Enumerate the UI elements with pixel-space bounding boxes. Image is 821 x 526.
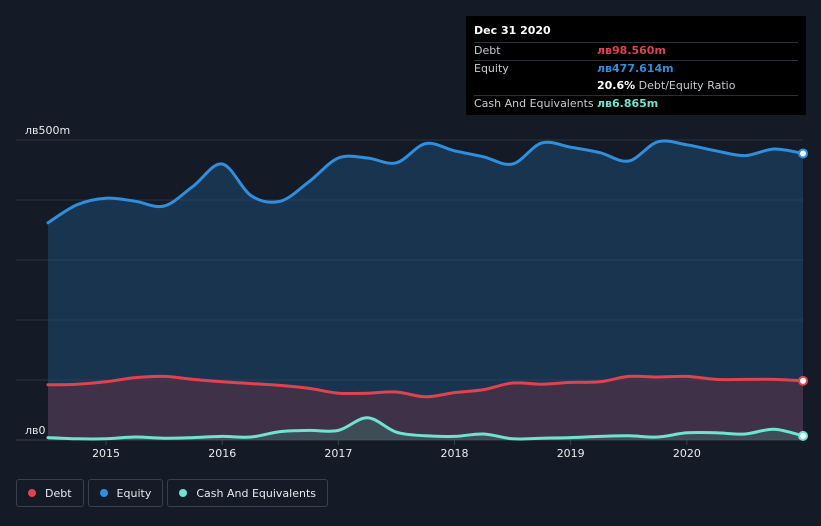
marker-debt (798, 375, 808, 386)
tooltip-value: лв98.560m (597, 44, 666, 57)
tooltip-panel: Dec 31 2020 Debt лв98.560m Equity лв477.… (466, 16, 806, 115)
tooltip-label: Cash And Equivalents (474, 96, 594, 110)
tooltip-label: Debt (474, 44, 501, 57)
x-tick-label: 2016 (208, 447, 236, 460)
tooltip-row-cash: Cash And Equivalents лв6.865m (474, 94, 798, 113)
y-axis: лв0 лв500m (25, 124, 70, 437)
x-tick-label: 2015 (92, 447, 120, 460)
tooltip-row-equity: Equity лв477.614m (474, 59, 798, 78)
tooltip-label: Equity (474, 61, 509, 75)
legend: Debt Equity Cash And Equivalents (16, 479, 328, 507)
x-tick-label: 2018 (441, 447, 469, 460)
x-axis: 2015 2016 2017 2018 2019 2020 (92, 440, 701, 460)
area-equity (48, 140, 803, 441)
area-debt (48, 376, 803, 440)
y-tick-label: лв500m (25, 124, 70, 137)
x-tick-label: 2020 (673, 447, 701, 460)
legend-item-equity[interactable]: Equity (87, 479, 164, 507)
grid-lines (16, 139, 803, 441)
tooltip-row-ratio: 20.6% Debt/Equity Ratio (474, 77, 798, 95)
series-lines (46, 139, 805, 441)
legend-label: Debt (45, 486, 72, 500)
legend-label: Equity (116, 486, 152, 500)
y-tick-label: лв0 (25, 424, 46, 437)
legend-item-debt[interactable]: Debt (16, 479, 84, 507)
legend-dot-icon (179, 489, 188, 497)
tooltip-value: лв477.614m (597, 61, 674, 75)
tooltip-date: Dec 31 2020 (474, 24, 551, 37)
series-end-markers (798, 148, 808, 441)
x-tick-label: 2017 (324, 447, 352, 460)
legend-dot-icon (28, 489, 36, 497)
marker-cash-and-equivalents (798, 430, 808, 441)
line-debt (46, 374, 805, 399)
line-equity (46, 139, 805, 225)
marker-equity (798, 148, 808, 159)
legend-label: Cash And Equivalents (196, 486, 316, 500)
tooltip-suffix: Debt/Equity Ratio (635, 79, 736, 92)
legend-item-cash[interactable]: Cash And Equivalents (167, 479, 328, 507)
legend-dot-icon (99, 489, 108, 497)
tooltip-value: лв6.865m (597, 96, 659, 110)
tooltip-value: 20.6% (597, 79, 636, 92)
x-tick-label: 2019 (557, 447, 585, 460)
tooltip-row-debt: Debt лв98.560m (474, 42, 798, 60)
series-areas (48, 140, 803, 441)
line-cash-and-equivalents (46, 416, 805, 441)
tooltip-label (474, 78, 597, 95)
